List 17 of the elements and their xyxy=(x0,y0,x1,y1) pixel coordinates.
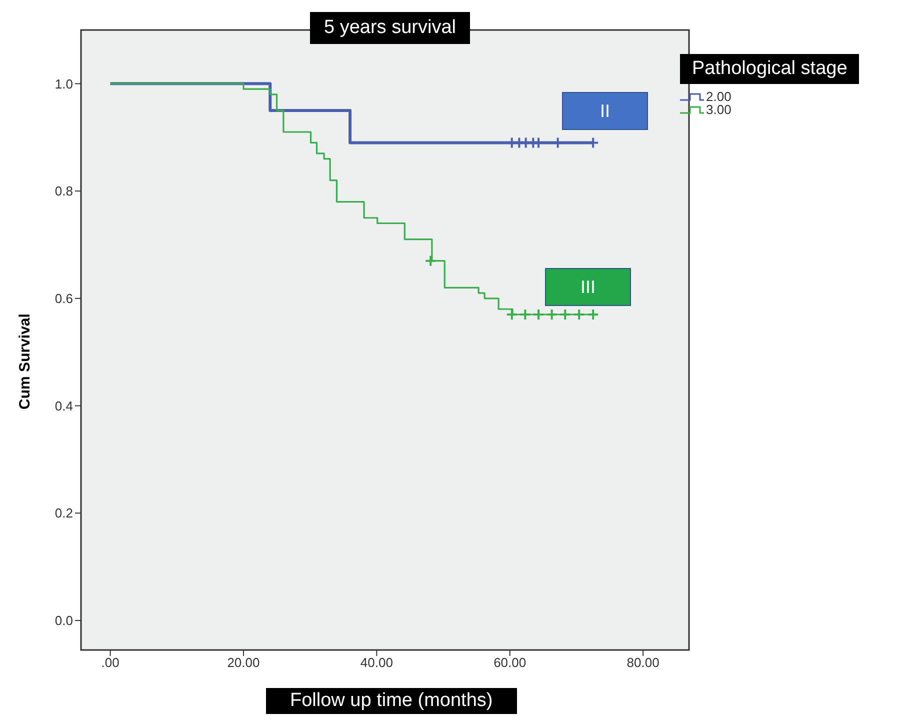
y-tick-label: 0.6 xyxy=(54,291,73,306)
y-tick-label: 0.4 xyxy=(54,398,73,414)
legend-title: Pathological stage xyxy=(680,54,860,84)
x-tick-label: 80.00 xyxy=(626,655,660,670)
y-tick-label: 0.0 xyxy=(54,613,73,628)
x-tick-label: .00 xyxy=(101,655,120,670)
x-tick-label: 40.00 xyxy=(360,655,393,670)
y-tick-label: 1.0 xyxy=(54,76,73,92)
x-tick-label: 20.00 xyxy=(227,655,260,670)
y-tick-label: 0.2 xyxy=(54,506,73,521)
legend-label: 3.00 xyxy=(706,102,732,117)
x-axis-title: Follow up time (months) xyxy=(266,688,517,714)
x-tick-label: 60.00 xyxy=(494,655,526,670)
chart-title: 5 years survival xyxy=(310,12,470,44)
legend-label: 2.00 xyxy=(706,89,732,104)
y-axis-title: Cum Survival xyxy=(16,312,34,412)
y-tick-label: 0.8 xyxy=(54,184,73,199)
